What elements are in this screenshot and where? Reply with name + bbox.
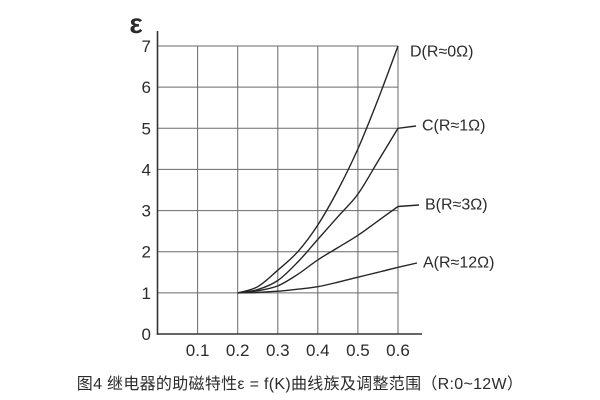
- curve-label-B: B(R≈3Ω): [425, 197, 488, 214]
- y-axis-title: ε: [129, 8, 143, 39]
- leader-line-B: [397, 204, 420, 208]
- y-tick-label: 0: [142, 325, 151, 344]
- leader-line-A: [397, 262, 418, 268]
- curve-B: [237, 205, 399, 294]
- x-tick-label: 0.3: [266, 341, 290, 360]
- x-tick-label: 0.2: [226, 341, 250, 360]
- curve-A: [237, 266, 399, 294]
- y-tick-label: 2: [142, 243, 151, 262]
- y-tick-label: 7: [142, 37, 151, 56]
- y-tick-label: 1: [142, 284, 151, 303]
- y-tick-label: 6: [142, 78, 151, 97]
- curve-label-C: C(R≈1Ω): [422, 118, 485, 135]
- figure-caption: 图4 继电器的助磁特性ε = f(K)曲线族及调整范围（R:0~12W）: [76, 376, 524, 393]
- curve-label-D: D(R≈0Ω): [410, 44, 473, 61]
- curve-C: [237, 127, 399, 294]
- curve-label-A: A(R≈12Ω): [423, 255, 494, 272]
- x-tick-label: 0.6: [386, 341, 410, 360]
- y-tick-label: 3: [142, 202, 151, 221]
- curve-D: [237, 45, 399, 294]
- y-tick-label: 5: [142, 119, 151, 138]
- y-tick-label: 4: [142, 160, 151, 179]
- leader-line-C: [397, 125, 417, 129]
- x-tick-label: 0.5: [346, 341, 370, 360]
- x-tick-label: 0.4: [306, 341, 330, 360]
- x-tick-label: 0.1: [186, 341, 210, 360]
